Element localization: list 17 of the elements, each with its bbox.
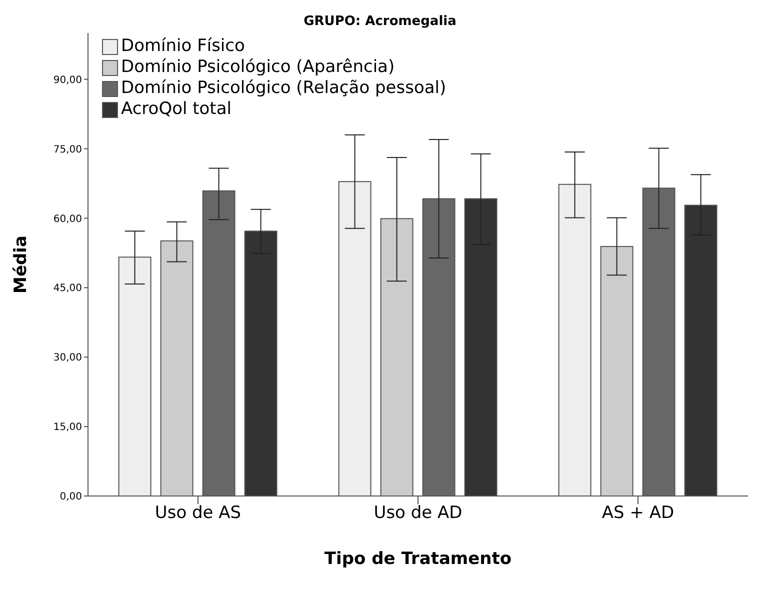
y-tick-label: 30,00 [53, 352, 82, 364]
legend-label: Domínio Físico [121, 36, 245, 57]
x-tick-label: Uso de AS [154, 503, 242, 524]
y-tick-label: 45,00 [53, 283, 82, 294]
x-tick-label: Uso de AD [374, 503, 462, 524]
chart-title: GRUPO: Acromegalia [302, 14, 458, 29]
y-axis-title: Média [11, 236, 32, 294]
y-tick-label: 90,00 [53, 74, 82, 86]
y-tick-label: 60,00 [53, 214, 82, 225]
x-tick-label: AS + AD [602, 503, 674, 524]
legend-label: Domínio Psicológico (Aparência) [121, 57, 395, 78]
y-tick-label: 75,00 [53, 144, 82, 156]
x-axis-title: Tipo de Tratamento [324, 549, 512, 569]
legend-label: Domínio Psicológico (Relação pessoal) [121, 78, 446, 99]
y-tick-label: 0,00 [60, 492, 82, 503]
legend-label: AcroQol total [121, 99, 232, 120]
y-tick-label: 15,00 [53, 422, 82, 434]
